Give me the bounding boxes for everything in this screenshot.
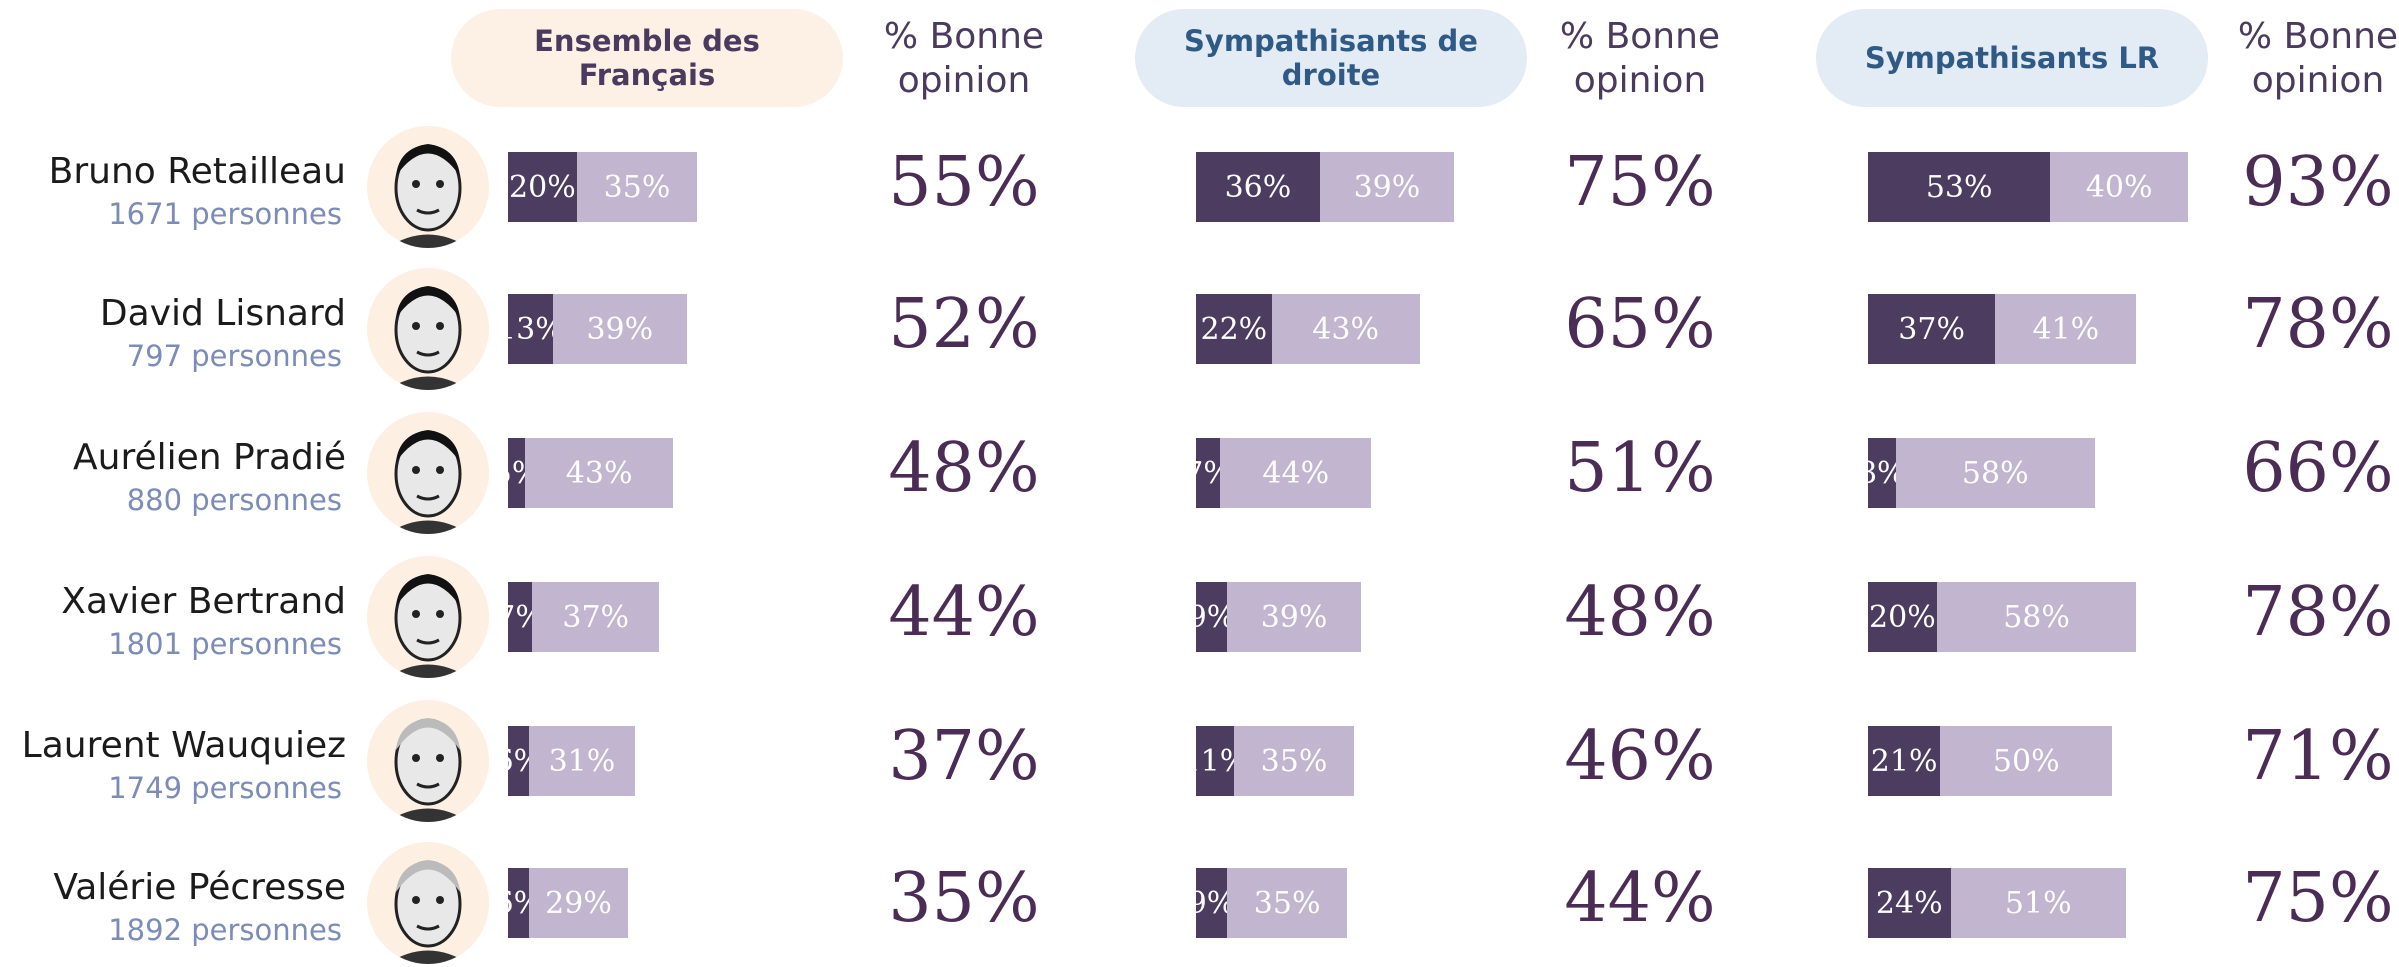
bar-segment: 43% [1271, 294, 1420, 364]
total-value: 93% [2242, 143, 2394, 222]
bar-segment: 58% [1936, 582, 2137, 652]
bar-segment: 21% [1868, 726, 1941, 796]
total-header: % Bonne opinion [2237, 16, 2399, 101]
person-name: Bruno Retailleau [48, 151, 346, 192]
portrait [367, 412, 489, 534]
portrait-drawing [387, 286, 469, 390]
person-name: David Lisnard [99, 293, 346, 334]
person-name: Valérie Pécresse [53, 867, 346, 908]
bar-segment: 37% [532, 582, 660, 652]
total-value: 51% [1564, 429, 1716, 508]
person-sample: 1671 personnes [108, 197, 342, 231]
total-header: % Bonne opinion [883, 16, 1045, 101]
total-value: 71% [2242, 717, 2394, 796]
bar-segment: 6% [495, 868, 542, 938]
bar-segment: 51% [1950, 868, 2126, 938]
total-value: 44% [888, 573, 1040, 652]
total-value: 48% [1564, 573, 1716, 652]
portrait-drawing [387, 430, 469, 534]
bar-segment: 37% [1868, 294, 1996, 364]
bar-segment: 40% [2050, 152, 2188, 222]
bar-segment: 7% [1184, 438, 1232, 508]
bar-segment: 39% [1226, 582, 1362, 652]
portrait [367, 268, 489, 390]
person-name: Aurélien Pradié [73, 437, 346, 478]
portrait-drawing [387, 860, 469, 964]
bar-segment: 7% [496, 582, 544, 652]
total-header: % Bonne opinion [1559, 16, 1721, 101]
bar-segment: 35% [1233, 726, 1355, 796]
group-header: Sympathisants LR [1816, 9, 2208, 107]
total-value: 52% [888, 285, 1040, 364]
person-sample: 1892 personnes [108, 913, 342, 947]
total-value: 66% [2242, 429, 2394, 508]
person-name: Laurent Wauquiez [21, 725, 346, 766]
bar-segment: 36% [1196, 152, 1320, 222]
bar-segment: 6% [495, 726, 542, 796]
person-sample: 1749 personnes [108, 771, 342, 805]
bar-segment: 5% [493, 438, 540, 508]
bar-segment: 58% [1895, 438, 2096, 508]
bar-segment: 50% [1940, 726, 2113, 796]
total-value: 78% [2242, 285, 2394, 364]
person-sample: 1801 personnes [108, 627, 342, 661]
bar-segment: 8% [1858, 438, 1906, 508]
portrait [367, 842, 489, 964]
total-value: 37% [888, 717, 1040, 796]
bar-segment: 9% [1188, 582, 1235, 652]
total-value: 75% [1564, 143, 1716, 222]
total-value: 35% [888, 859, 1040, 938]
total-value: 75% [2242, 859, 2394, 938]
total-value: 78% [2242, 573, 2394, 652]
total-value: 44% [1564, 859, 1716, 938]
bar-segment: 53% [1868, 152, 2051, 222]
bar-segment: 9% [1188, 868, 1235, 938]
bar-segment: 31% [528, 726, 636, 796]
bar-segment: 35% [576, 152, 698, 222]
total-value: 65% [1564, 285, 1716, 364]
bar-segment: 43% [525, 438, 674, 508]
bar-segment: 39% [1319, 152, 1454, 222]
total-value: 55% [888, 143, 1040, 222]
bar-segment: 22% [1196, 294, 1272, 364]
portrait [367, 556, 489, 678]
bar-segment: 11% [1182, 726, 1248, 796]
portrait [367, 700, 489, 822]
bar-segment: 29% [528, 868, 629, 938]
bar-segment: 44% [1220, 438, 1372, 508]
person-sample: 797 personnes [126, 339, 342, 373]
bar-segment: 20% [508, 152, 577, 222]
portrait-drawing [387, 574, 469, 678]
bar-segment: 13% [497, 294, 564, 364]
bar-segment: 41% [1995, 294, 2137, 364]
person-name: Xavier Bertrand [61, 581, 346, 622]
group-header: Sympathisants de droite [1135, 9, 1527, 107]
portrait-drawing [387, 718, 469, 822]
bar-segment: 24% [1868, 868, 1951, 938]
total-value: 46% [1564, 717, 1716, 796]
portrait [367, 126, 489, 248]
portrait-drawing [387, 144, 469, 248]
bar-segment: 35% [1226, 868, 1348, 938]
bar-segment: 20% [1868, 582, 1937, 652]
bar-segment: 39% [552, 294, 687, 364]
group-header: Ensemble des Français [451, 9, 843, 107]
person-sample: 880 personnes [126, 483, 342, 517]
total-value: 48% [888, 429, 1040, 508]
